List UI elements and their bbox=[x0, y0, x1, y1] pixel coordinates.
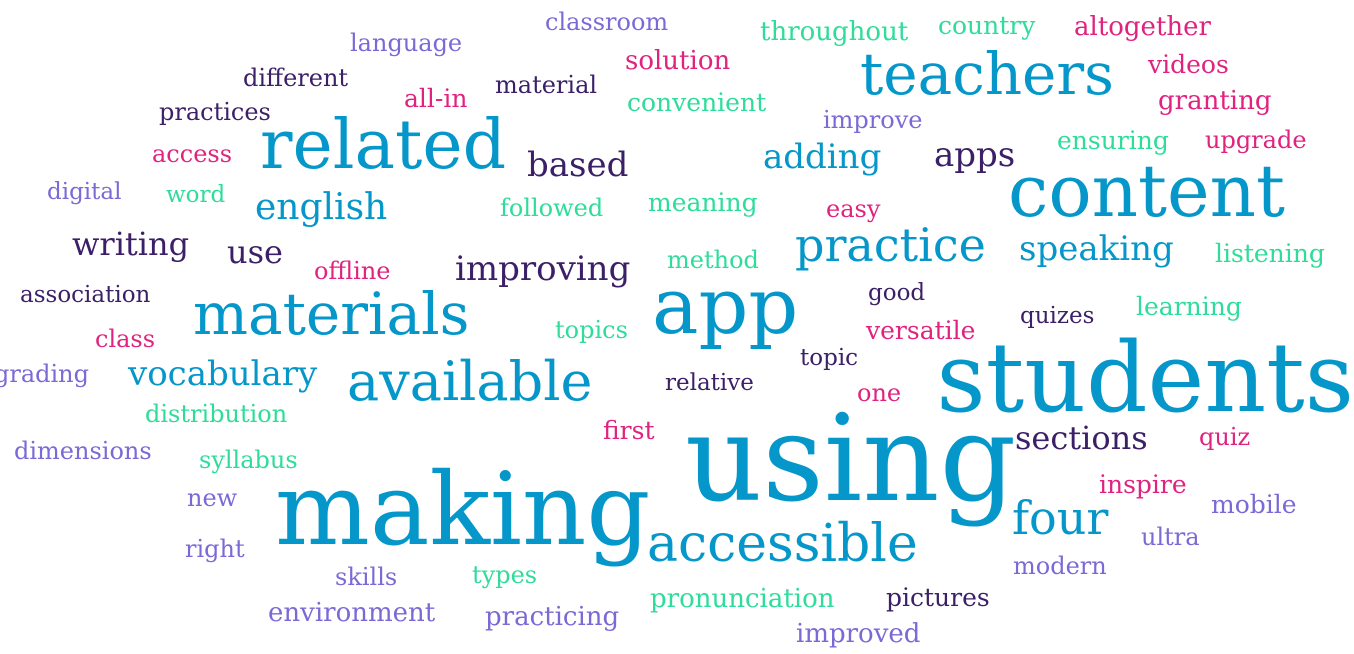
word-improved: improved bbox=[796, 619, 921, 649]
word-practice: practice bbox=[795, 218, 986, 272]
word-solution: solution bbox=[625, 46, 731, 76]
word-word: word bbox=[166, 182, 226, 208]
word-different: different bbox=[243, 64, 349, 92]
word-right: right bbox=[185, 535, 245, 563]
word-content: content bbox=[1008, 149, 1285, 233]
word-material: material bbox=[495, 71, 598, 99]
word-practices: practices bbox=[159, 98, 271, 126]
word-making: making bbox=[275, 451, 651, 568]
word-language: language bbox=[350, 29, 463, 57]
word-speaking: speaking bbox=[1019, 229, 1174, 269]
word-students: students bbox=[936, 322, 1354, 434]
word-modern: modern bbox=[1013, 552, 1107, 580]
word-followed: followed bbox=[500, 194, 604, 222]
word-quizes: quizes bbox=[1020, 303, 1095, 329]
word-vocabulary: vocabulary bbox=[128, 354, 318, 394]
word-four: four bbox=[1012, 491, 1109, 545]
word-quiz: quiz bbox=[1199, 423, 1251, 451]
word-materials: materials bbox=[193, 280, 470, 348]
word-grading: grading bbox=[0, 360, 90, 388]
word-offline: offline bbox=[314, 257, 391, 285]
word-good: good bbox=[868, 280, 926, 306]
word-all-in: all-in bbox=[404, 84, 468, 113]
word-learning: learning bbox=[1136, 292, 1242, 321]
word-writing: writing bbox=[72, 225, 190, 263]
word-granting: granting bbox=[1158, 86, 1272, 116]
word-first: first bbox=[603, 416, 655, 445]
word-skills: skills bbox=[335, 563, 398, 591]
word-english: english bbox=[255, 187, 388, 228]
word-country: country bbox=[938, 11, 1036, 40]
word-app: app bbox=[652, 262, 799, 352]
word-distribution: distribution bbox=[145, 400, 288, 428]
word-method: method bbox=[667, 246, 759, 274]
word-ensuring: ensuring bbox=[1057, 126, 1169, 155]
word-dimensions: dimensions bbox=[14, 437, 152, 465]
word-class: class bbox=[95, 325, 156, 353]
word-pictures: pictures bbox=[886, 583, 990, 612]
word-access: access bbox=[152, 140, 233, 168]
word-altogether: altogether bbox=[1074, 12, 1211, 42]
word-versatile: versatile bbox=[866, 316, 976, 345]
word-syllabus: syllabus bbox=[199, 446, 298, 474]
word-topics: topics bbox=[555, 316, 628, 344]
word-videos: videos bbox=[1148, 50, 1229, 79]
word-available: available bbox=[347, 350, 593, 413]
word-improving: improving bbox=[455, 249, 631, 289]
word-sections: sections bbox=[1015, 419, 1148, 457]
word-topic: topic bbox=[800, 345, 859, 371]
word-relative: relative bbox=[665, 370, 754, 396]
word-inspire: inspire bbox=[1099, 470, 1187, 499]
word-types: types bbox=[472, 561, 538, 589]
word-listening: listening bbox=[1215, 239, 1325, 268]
word-mobile: mobile bbox=[1211, 490, 1297, 519]
word-improve: improve bbox=[823, 106, 923, 134]
word-classroom: classroom bbox=[545, 8, 669, 36]
word-throughout: throughout bbox=[760, 17, 909, 47]
word-using: using bbox=[685, 390, 1017, 529]
word-meaning: meaning bbox=[648, 188, 758, 217]
word-upgrade: upgrade bbox=[1205, 126, 1307, 154]
word-pronunciation: pronunciation bbox=[650, 584, 835, 614]
word-apps: apps bbox=[934, 135, 1016, 175]
word-new: new bbox=[187, 484, 238, 512]
word-digital: digital bbox=[47, 179, 122, 205]
word-based: based bbox=[527, 145, 629, 185]
word-ultra: ultra bbox=[1141, 523, 1200, 551]
word-environment: environment bbox=[268, 598, 436, 628]
word-convenient: convenient bbox=[627, 88, 767, 117]
word-one: one bbox=[857, 379, 902, 407]
word-association: association bbox=[20, 282, 151, 308]
word-easy: easy bbox=[826, 195, 881, 223]
word-accessible: accessible bbox=[647, 514, 918, 574]
word-practicing: practicing bbox=[485, 602, 620, 632]
word-use: use bbox=[227, 233, 283, 271]
word-adding: adding bbox=[763, 137, 882, 177]
word-related: related bbox=[260, 106, 507, 185]
word-teachers: teachers bbox=[860, 40, 1114, 108]
